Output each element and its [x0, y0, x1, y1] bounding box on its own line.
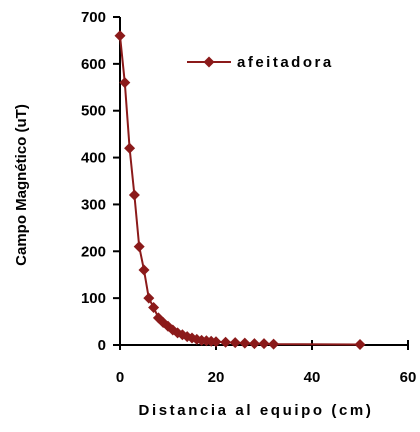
data-point	[143, 292, 155, 304]
data-point	[268, 338, 280, 350]
series-0	[114, 30, 366, 351]
data-point	[248, 338, 260, 350]
x-tick-label: 0	[116, 369, 124, 386]
x-tick-label: 40	[304, 369, 321, 386]
y-tick-label: 700	[81, 9, 106, 26]
y-axis-title: Campo Magnético (uT)	[13, 104, 30, 266]
data-point	[133, 241, 145, 253]
y-tick-label: 400	[81, 150, 106, 167]
data-point	[114, 30, 126, 42]
y-tick-label: 500	[81, 103, 106, 120]
y-tick-label: 100	[81, 290, 106, 307]
data-point	[220, 336, 232, 348]
legend: afeitadora	[187, 54, 334, 71]
y-tick-label: 200	[81, 243, 106, 260]
data-point	[119, 77, 131, 89]
data-point	[258, 338, 270, 350]
x-tick-label: 60	[400, 369, 417, 386]
y-tick-label: 600	[81, 56, 106, 73]
data-point	[239, 337, 251, 349]
x-axis-title: Distancia al equipo (cm)	[139, 402, 374, 419]
x-tick-label: 20	[208, 369, 225, 386]
data-point	[229, 337, 241, 349]
data-point	[210, 336, 222, 348]
legend-marker	[203, 56, 215, 68]
legend-label: afeitadora	[237, 54, 334, 71]
data-point	[138, 264, 150, 276]
data-point	[148, 302, 160, 314]
y-tick-label: 300	[81, 196, 106, 213]
series-layer	[114, 30, 366, 351]
data-point	[128, 189, 140, 201]
axes: 0 100 200 300 400 500 600 700 0 20 40 60	[81, 9, 416, 386]
series-line	[119, 35, 361, 346]
data-point	[124, 142, 136, 154]
data-point	[354, 339, 366, 351]
y-tick-label: 0	[98, 337, 106, 354]
